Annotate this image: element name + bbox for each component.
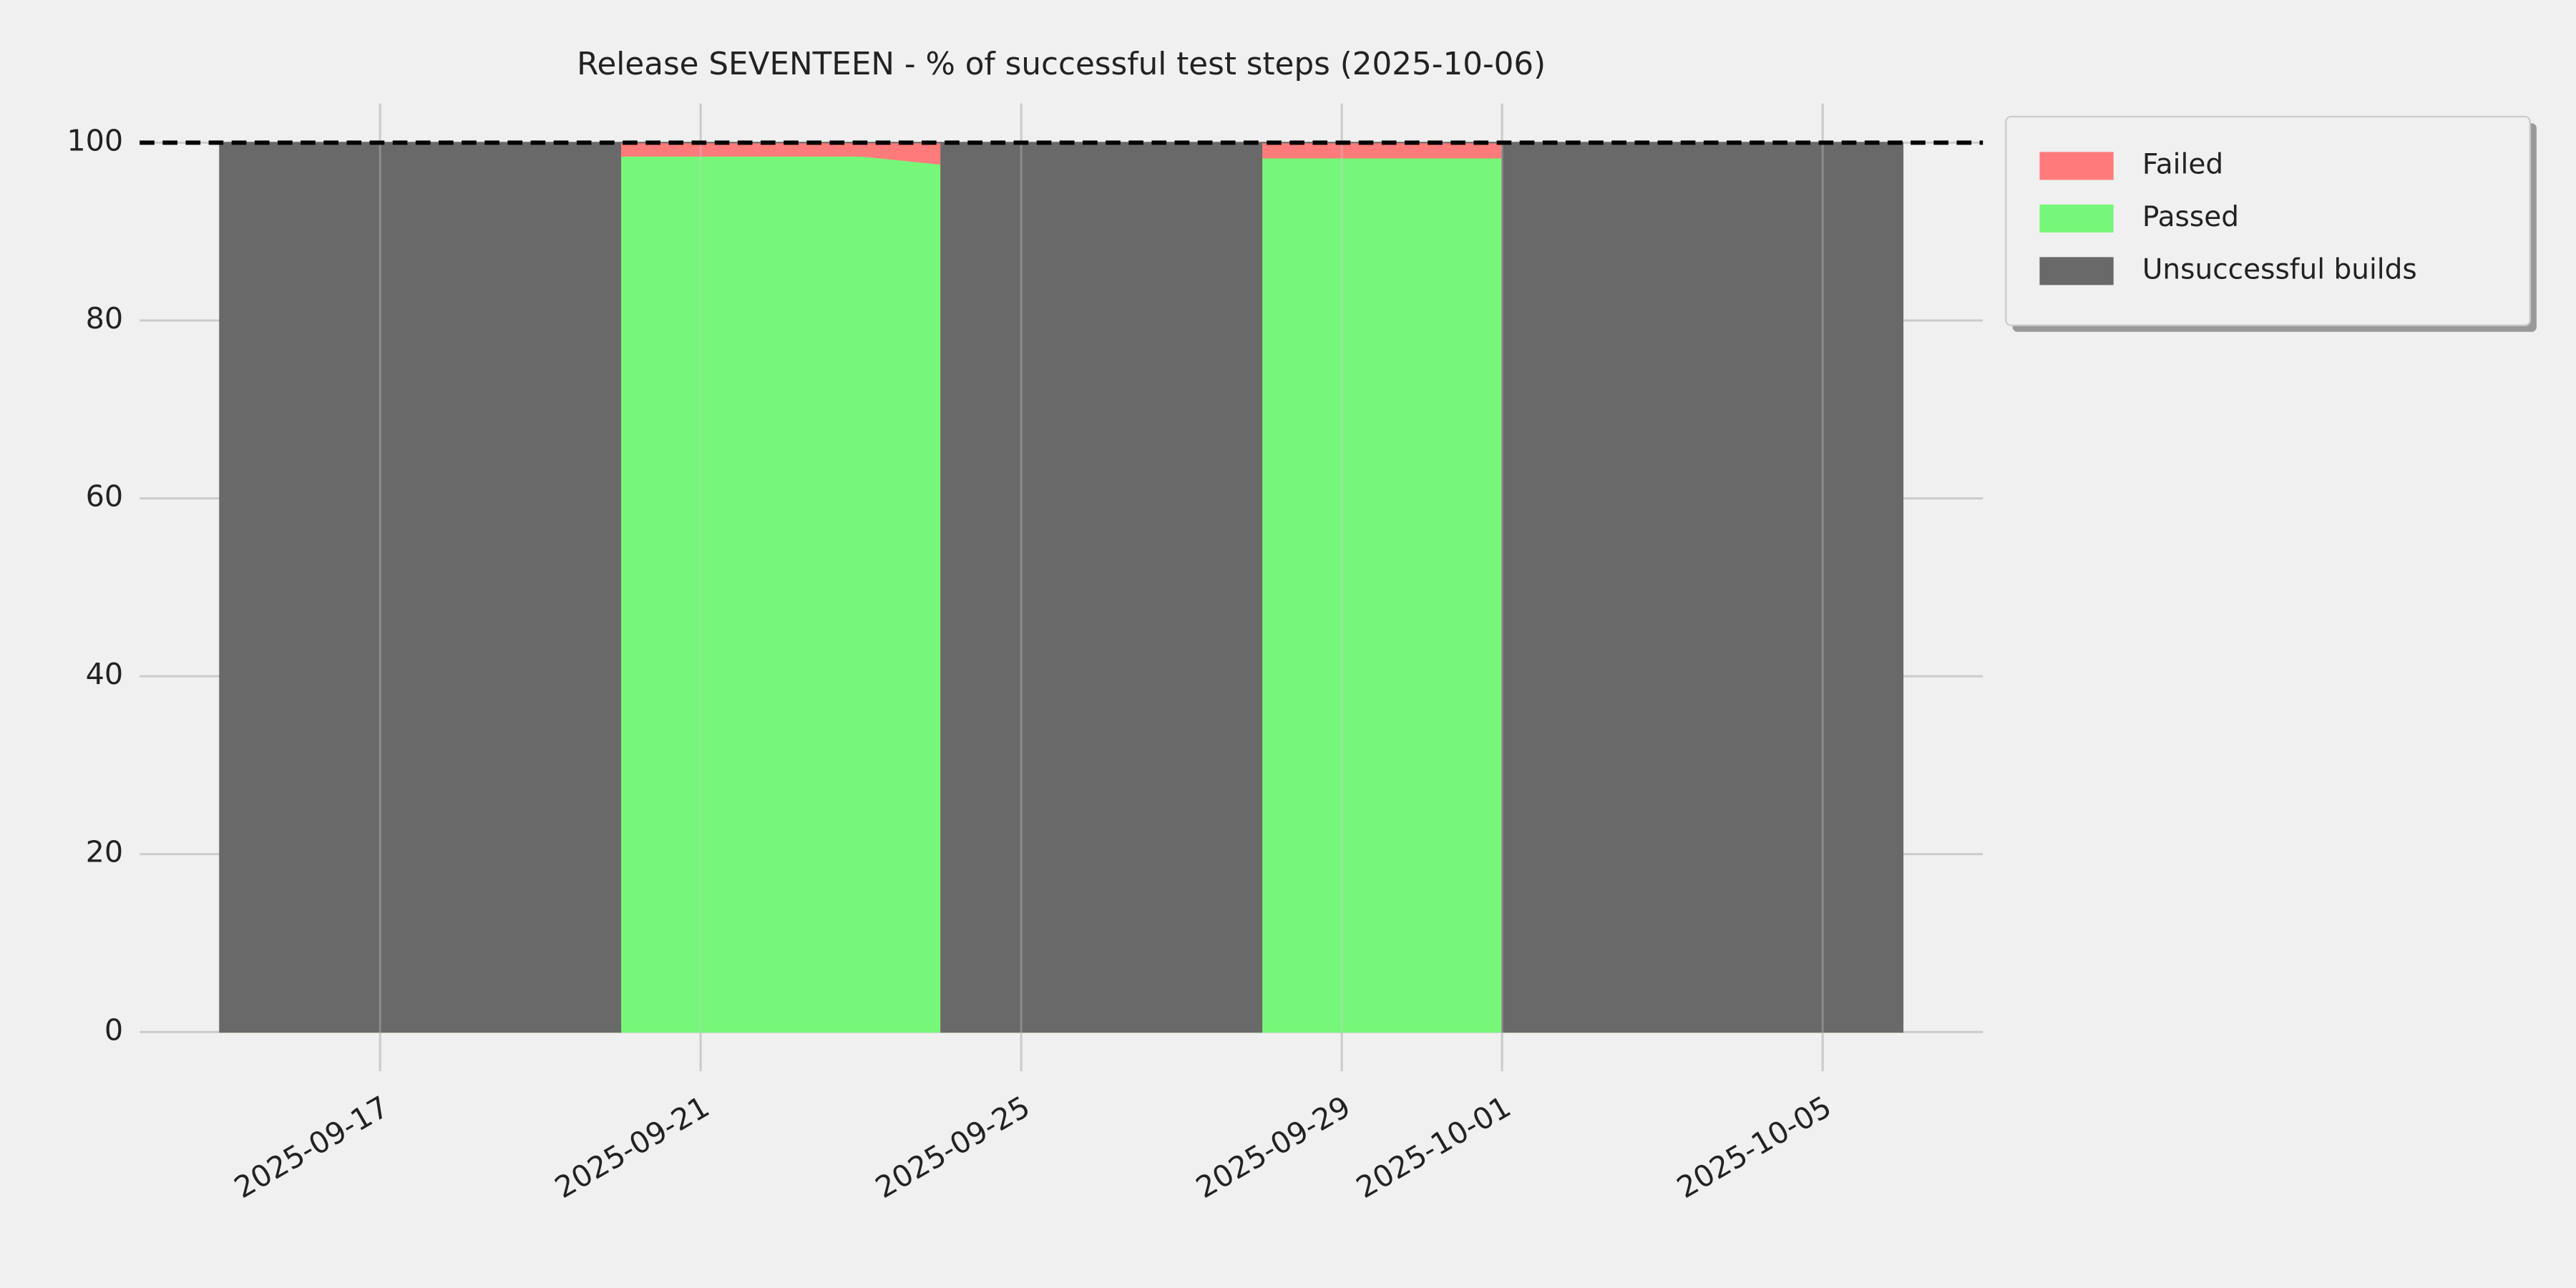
- y-tick-label: 60: [86, 479, 124, 513]
- legend-label: Failed: [2142, 148, 2223, 180]
- area: [219, 142, 1904, 1033]
- y-tick-label: 40: [86, 657, 124, 691]
- legend-box: [2005, 115, 2531, 326]
- legend-label: Unsuccessful builds: [2142, 253, 2417, 286]
- legend: Failed Passed Unsuccessful builds: [2005, 115, 2537, 332]
- legend-swatch: [2039, 152, 2114, 180]
- legend-swatch: [2039, 204, 2114, 233]
- legend-label: Passed: [2142, 201, 2239, 233]
- y-tick-label: 100: [67, 123, 123, 157]
- legend-swatch: [2039, 257, 2114, 286]
- y-tick-label: 20: [86, 835, 124, 869]
- y-tick-label: 0: [104, 1013, 123, 1047]
- y-tick-label: 80: [86, 301, 124, 336]
- chart-title: Release SEVENTEEN - % of successful test…: [577, 47, 1546, 82]
